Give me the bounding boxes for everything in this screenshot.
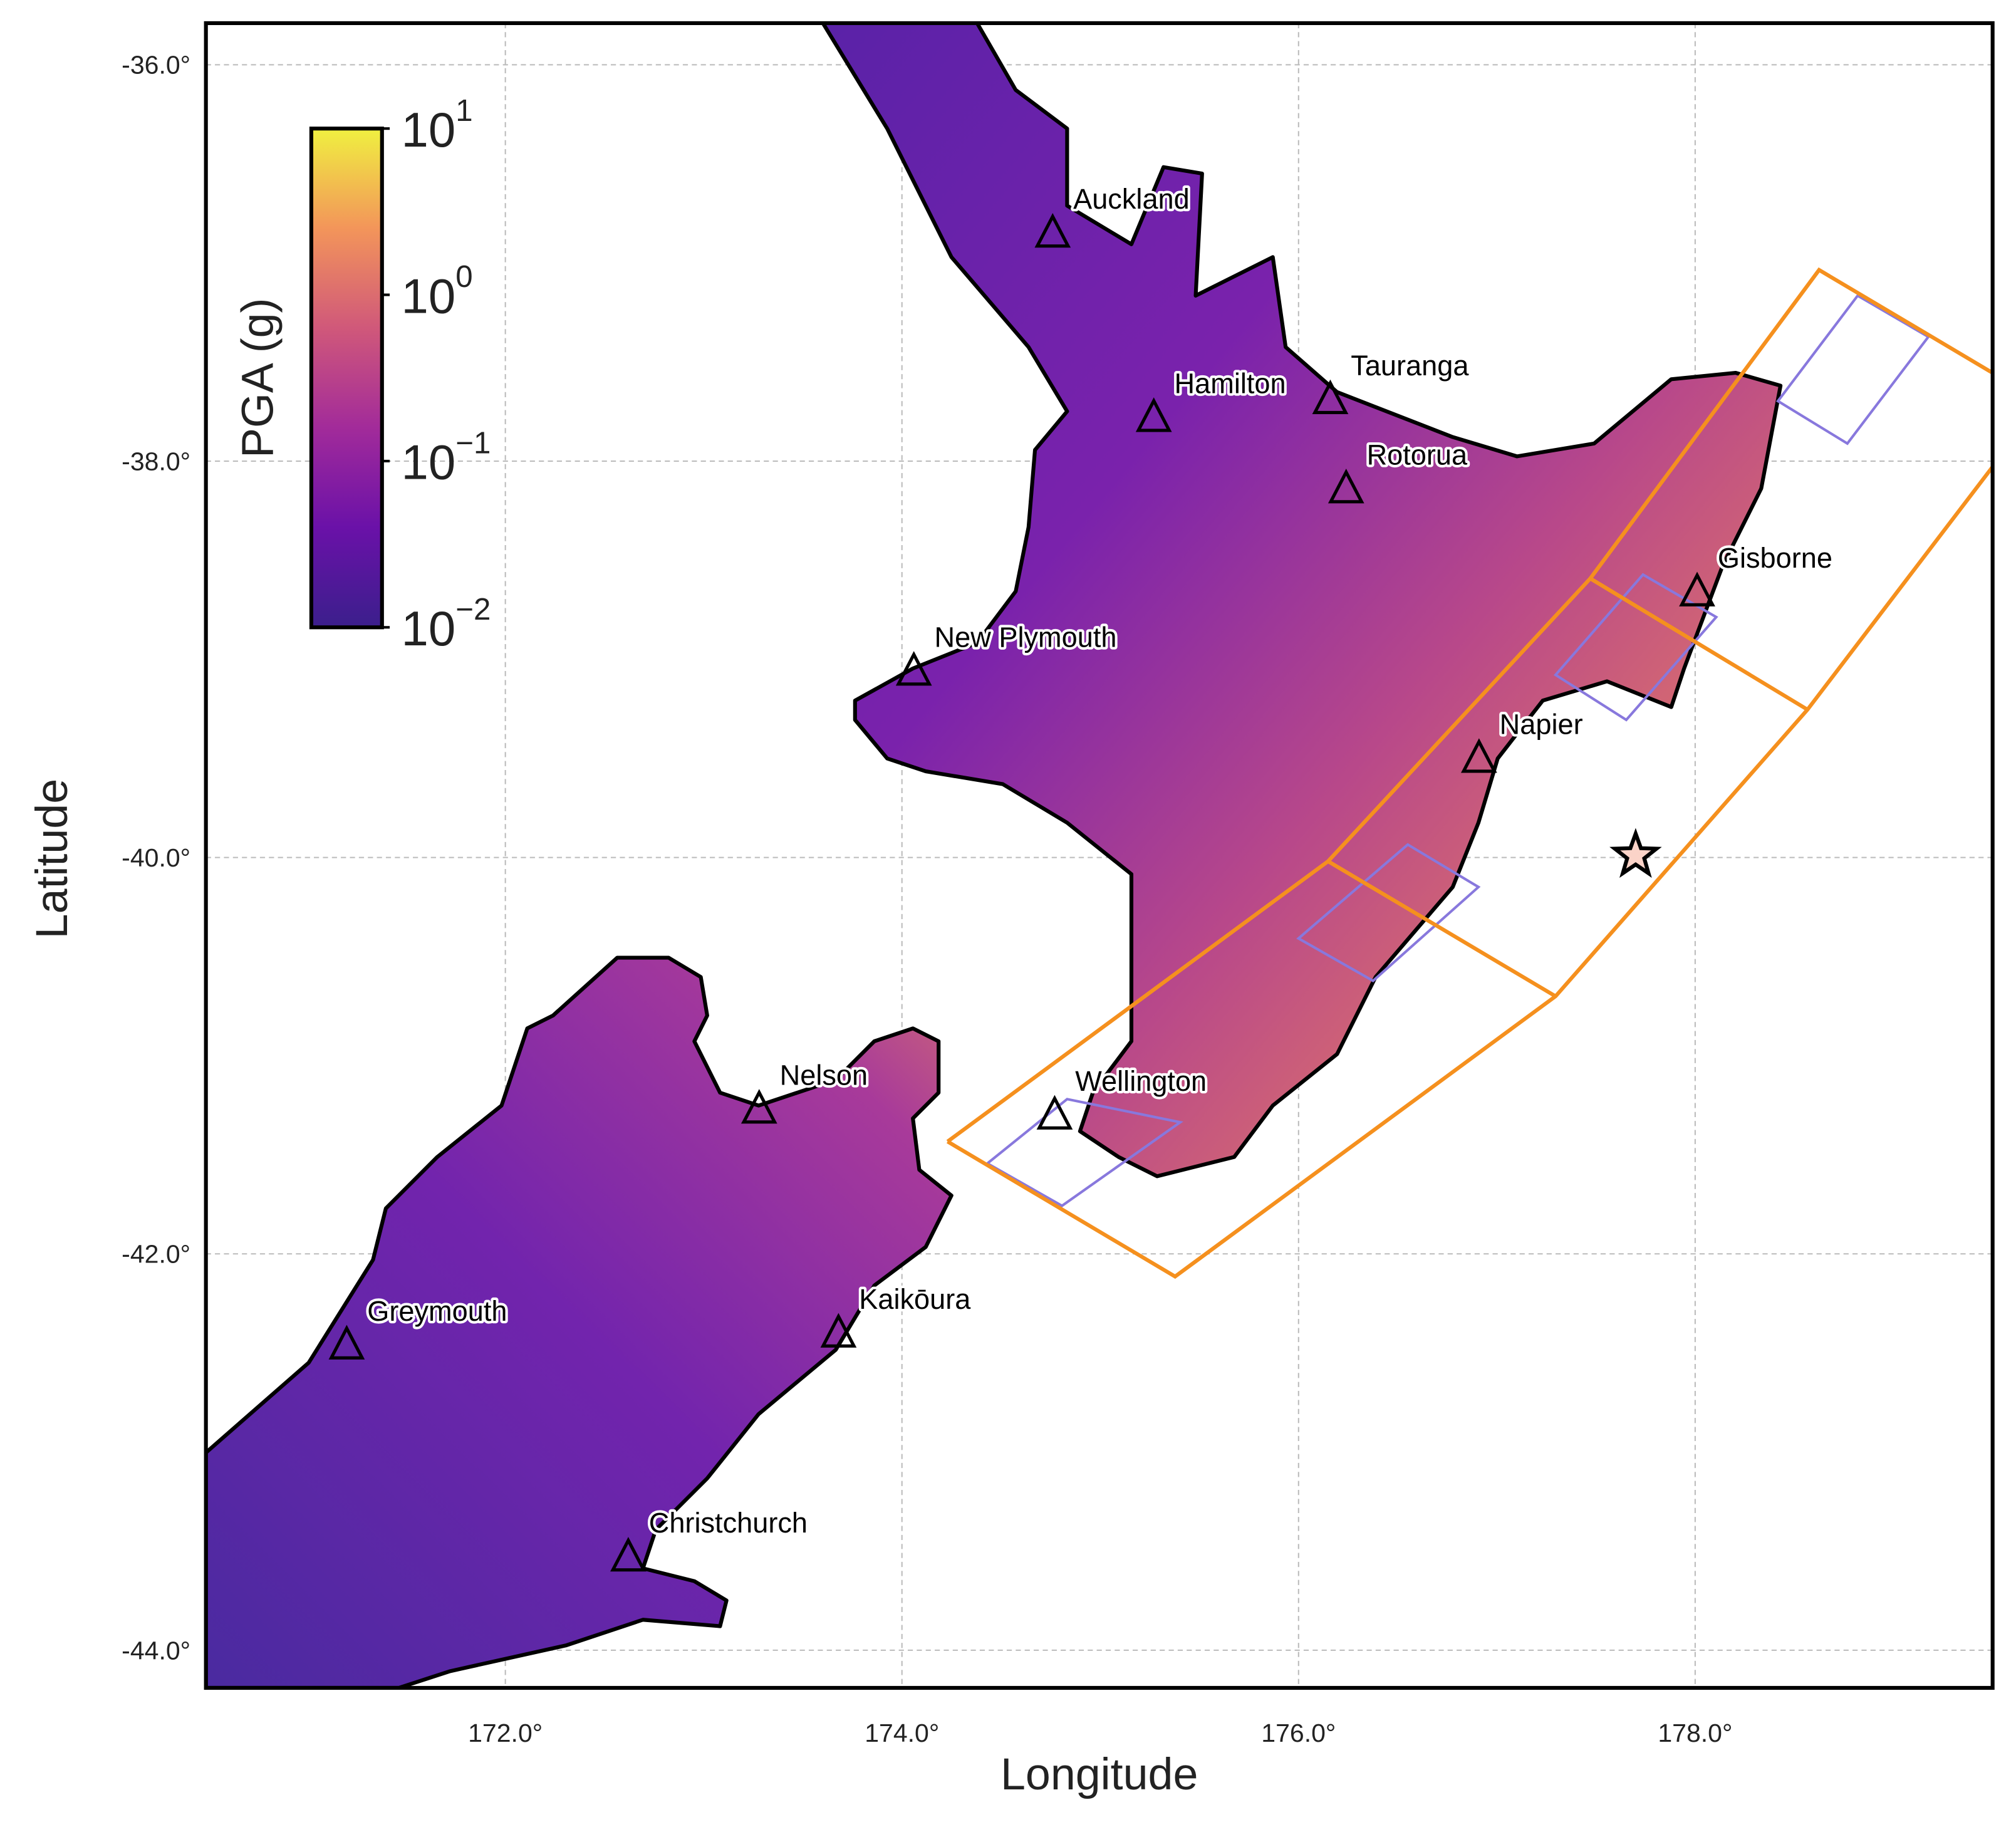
y-tick-label: -44.0° (122, 1636, 190, 1665)
colorbar-tick-exponent: −2 (455, 592, 491, 627)
city-label: Christchurch (649, 1507, 808, 1539)
y-tick-label: -36.0° (122, 51, 190, 80)
city-marker (1312, 379, 1349, 415)
colorbar-tick-base: 10 (402, 601, 456, 656)
rupture-edge (1589, 576, 1809, 712)
city-label: Auckland (1073, 183, 1190, 215)
fault-plane (1553, 573, 1718, 722)
city-marker (1034, 213, 1071, 248)
city-label: Nelson (780, 1059, 868, 1091)
colorbar-tick-label: 10−1 (402, 426, 491, 490)
city-label: Tauranga (1351, 350, 1469, 382)
city-marker (328, 1324, 365, 1360)
city-marker (1679, 571, 1715, 606)
city-label: Napier (1500, 708, 1583, 740)
x-tick-label: 178.0° (1658, 1719, 1732, 1747)
colorbar-tick-base: 10 (402, 268, 456, 323)
city-label: Rotorua (1367, 439, 1468, 471)
city-marker (1036, 1095, 1073, 1130)
colorbar-tick-label: 100 (402, 259, 473, 323)
colorbar-tick-base: 10 (402, 435, 456, 490)
fault-segments (946, 267, 1993, 1279)
city-label: Wellington (1075, 1065, 1207, 1097)
city-marker (610, 1537, 647, 1572)
colorbar-label: PGA (g) (232, 298, 283, 458)
colorbar-bar (309, 127, 384, 630)
x-tick-label: 176.0° (1261, 1719, 1336, 1747)
colorbar-tick-label: 10−2 (402, 592, 491, 656)
y-tick-label: -40.0° (122, 843, 190, 872)
colorbar-tick-exponent: −1 (455, 426, 491, 461)
colorbar-tick-exponent: 0 (455, 259, 472, 294)
city-marker (820, 1313, 857, 1348)
x-axis-label: Longitude (1000, 1749, 1198, 1799)
city-label: New Plymouth (935, 621, 1117, 653)
y-axis-label: Latitude (27, 779, 77, 939)
plot-frame (204, 21, 1995, 1690)
city-label: Greymouth (367, 1295, 507, 1327)
city-marker (1328, 469, 1364, 504)
x-tick-label: 174.0° (865, 1719, 939, 1747)
fault-plane (985, 1098, 1183, 1208)
colorbar-tick-base: 10 (402, 102, 456, 157)
marks: Auckland Hamilton Tauranga Rotorua Gisborne N… (328, 180, 1835, 1572)
y-tick-label: -38.0° (122, 447, 190, 476)
land (205, 23, 1783, 1688)
city-marker (1135, 397, 1172, 432)
city-label: Kaikōura (859, 1283, 971, 1315)
north-island (821, 23, 1783, 1179)
fault-plane (1296, 843, 1481, 983)
south-island (205, 955, 953, 1688)
city-label: Gisborne (1718, 542, 1832, 574)
rupture-outline (946, 267, 1993, 1279)
city-marker (740, 1089, 777, 1124)
city-marker (895, 651, 932, 686)
rupture-edge (1327, 860, 1557, 998)
colorbar-tick-exponent: 1 (455, 93, 472, 128)
colorbar-tick-label: 101 (402, 93, 473, 157)
city-label: Hamilton (1175, 367, 1286, 399)
x-tick-label: 172.0° (468, 1719, 543, 1747)
city-marker (1460, 738, 1497, 773)
y-tick-label: -42.0° (122, 1240, 190, 1269)
epicenter-star (1609, 828, 1662, 878)
